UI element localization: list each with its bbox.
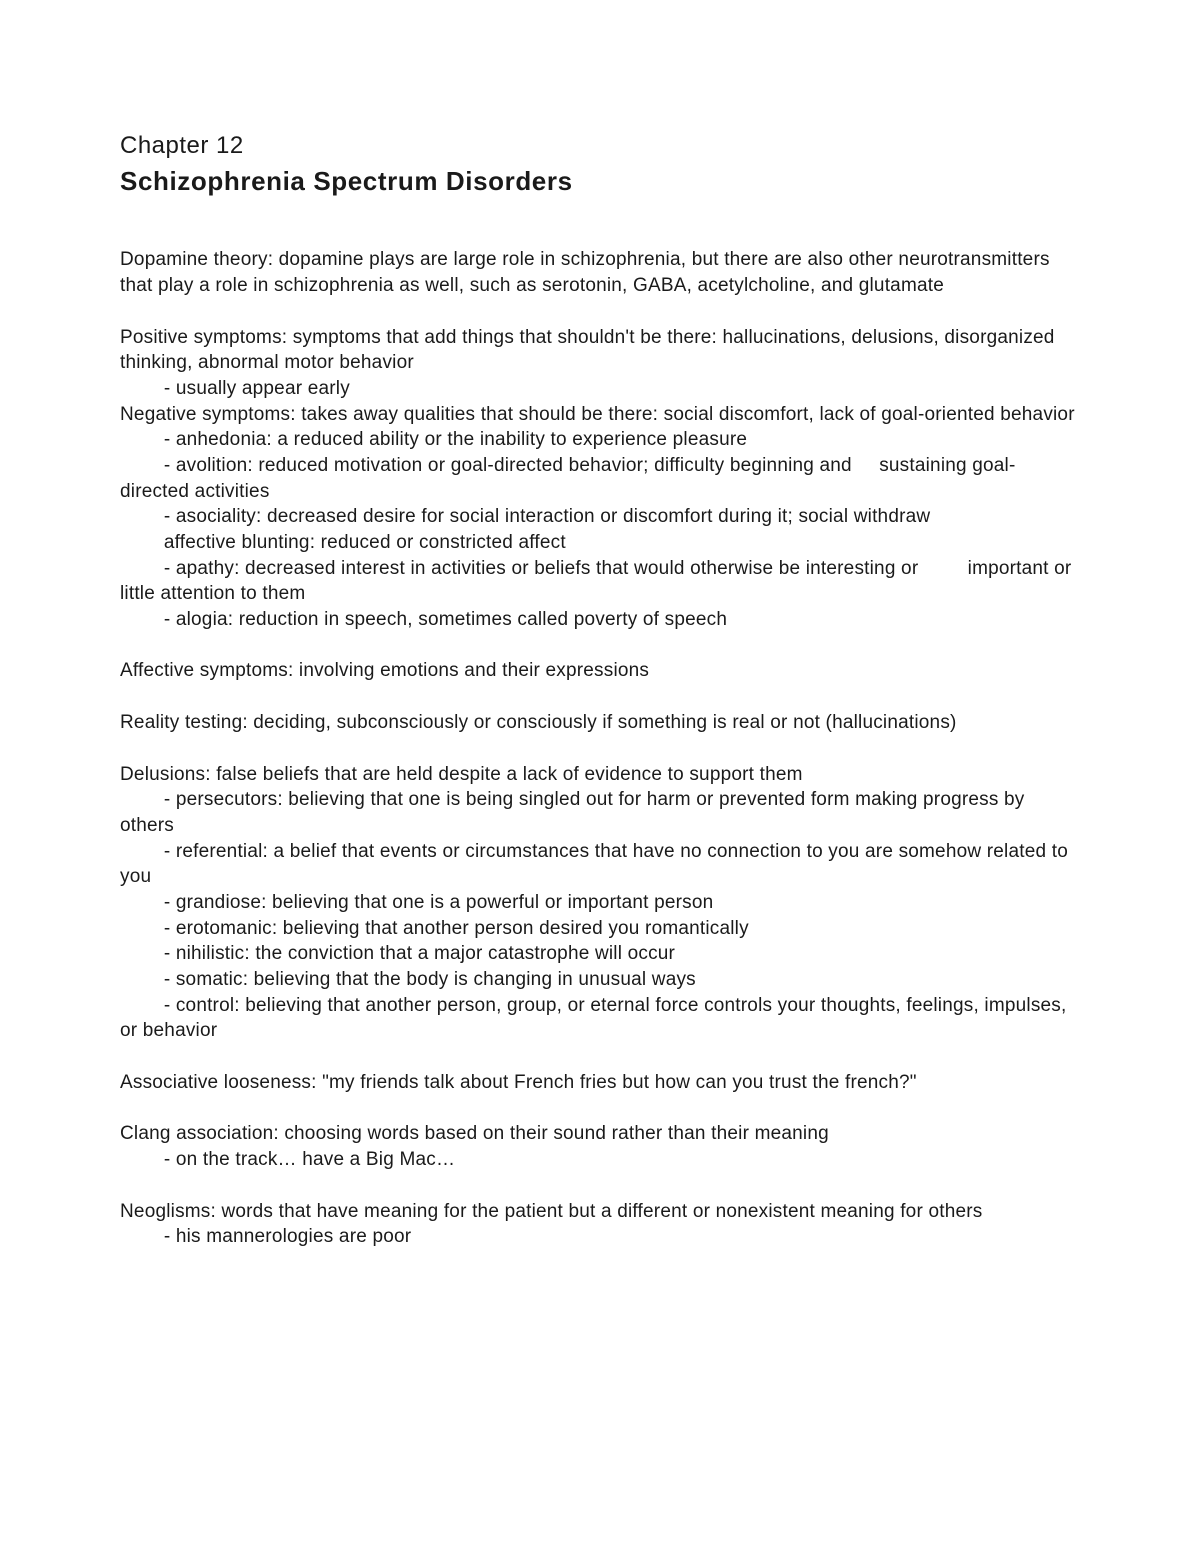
- paragraph: Delusions: false beliefs that are held d…: [120, 762, 1080, 1044]
- paragraph: Positive symptoms: symptoms that add thi…: [120, 325, 1080, 633]
- chapter-title: Schizophrenia Spectrum Disorders: [120, 164, 1080, 199]
- paragraph: Clang association: choosing words based …: [120, 1121, 1080, 1172]
- paragraph: Reality testing: deciding, subconsciousl…: [120, 710, 1080, 736]
- document-page: Chapter 12 Schizophrenia Spectrum Disord…: [0, 0, 1200, 1553]
- paragraph: Dopamine theory: dopamine plays are larg…: [120, 247, 1080, 298]
- paragraph: Associative looseness: "my friends talk …: [120, 1070, 1080, 1096]
- paragraph: Neoglisms: words that have meaning for t…: [120, 1199, 1080, 1250]
- chapter-label: Chapter 12: [120, 130, 1080, 162]
- paragraph: Affective symptoms: involving emotions a…: [120, 658, 1080, 684]
